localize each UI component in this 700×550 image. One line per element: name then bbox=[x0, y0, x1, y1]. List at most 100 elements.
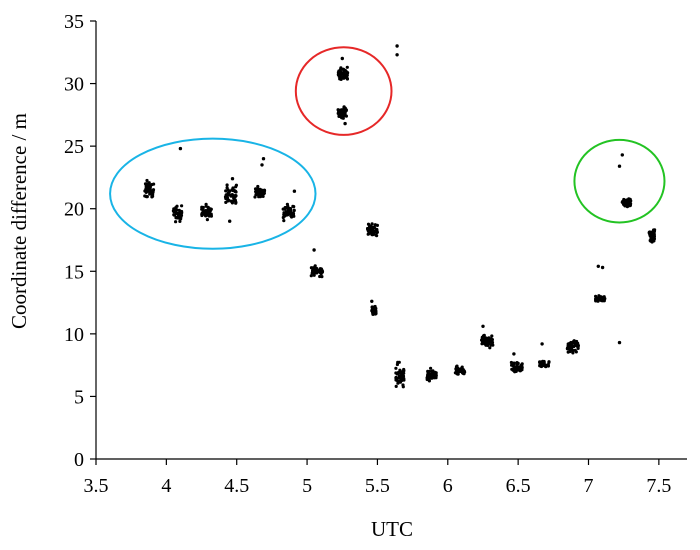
data-point bbox=[225, 183, 229, 187]
data-point bbox=[375, 230, 379, 234]
data-point bbox=[485, 340, 489, 345]
data-point bbox=[344, 73, 348, 77]
data-point bbox=[369, 224, 373, 228]
data-point bbox=[629, 202, 633, 206]
data-point bbox=[426, 372, 430, 377]
data-point bbox=[652, 232, 656, 236]
x-tick-label: 5 bbox=[302, 475, 312, 497]
data-point bbox=[178, 146, 183, 151]
data-point bbox=[366, 232, 370, 236]
data-point bbox=[512, 352, 516, 356]
data-point bbox=[371, 309, 375, 313]
data-point bbox=[262, 189, 267, 193]
data-point bbox=[398, 379, 402, 383]
data-point bbox=[282, 219, 286, 223]
data-point bbox=[253, 187, 258, 191]
data-point bbox=[338, 71, 342, 76]
data-point bbox=[594, 294, 598, 298]
data-point bbox=[513, 365, 517, 369]
y-axis-title: Coordinate difference / m bbox=[7, 113, 31, 329]
data-point bbox=[341, 67, 345, 71]
data-point bbox=[510, 363, 514, 367]
x-tick-label: 7.5 bbox=[646, 475, 671, 497]
data-point bbox=[455, 372, 459, 376]
data-point bbox=[620, 153, 624, 157]
x-tick-label: 4 bbox=[161, 475, 171, 497]
data-point bbox=[176, 211, 180, 215]
data-point bbox=[200, 211, 204, 215]
data-point bbox=[226, 199, 230, 203]
data-point bbox=[490, 340, 495, 345]
data-point bbox=[626, 198, 630, 202]
data-point bbox=[395, 362, 399, 367]
data-point bbox=[319, 272, 323, 276]
data-point bbox=[394, 371, 398, 375]
data-point bbox=[370, 305, 374, 309]
data-point bbox=[516, 365, 520, 369]
data-point bbox=[292, 189, 297, 193]
data-point bbox=[538, 364, 542, 368]
data-point bbox=[286, 213, 290, 217]
data-point bbox=[174, 220, 178, 224]
data-point bbox=[487, 336, 491, 340]
data-point bbox=[258, 195, 263, 199]
data-point bbox=[289, 207, 293, 211]
data-point bbox=[596, 296, 600, 300]
annotation-ellipse-1 bbox=[109, 137, 317, 250]
annotation-ellipse-2 bbox=[294, 46, 393, 136]
data-point bbox=[425, 377, 429, 382]
data-point bbox=[225, 196, 230, 200]
data-point bbox=[256, 184, 260, 189]
data-point bbox=[230, 193, 234, 197]
data-point bbox=[541, 359, 545, 363]
data-point bbox=[490, 334, 494, 338]
data-point bbox=[429, 366, 433, 370]
data-point bbox=[621, 199, 625, 203]
data-point bbox=[520, 367, 524, 372]
data-point bbox=[309, 274, 313, 278]
data-point bbox=[209, 213, 213, 217]
x-axis-title: UTC bbox=[371, 517, 413, 541]
y-tick-label: 10 bbox=[64, 324, 84, 346]
annotation-ellipses bbox=[109, 46, 666, 250]
data-point bbox=[342, 76, 346, 80]
data-point bbox=[432, 371, 436, 375]
data-point bbox=[292, 209, 296, 213]
data-point bbox=[226, 193, 230, 197]
data-point bbox=[566, 350, 570, 354]
data-point bbox=[231, 188, 235, 193]
data-point bbox=[366, 222, 371, 226]
data-point bbox=[319, 267, 323, 271]
data-point bbox=[544, 364, 548, 368]
data-point bbox=[455, 366, 459, 370]
data-point bbox=[286, 206, 290, 210]
data-point bbox=[224, 189, 228, 193]
data-point bbox=[317, 269, 321, 273]
data-point bbox=[602, 297, 606, 302]
data-point bbox=[396, 381, 400, 385]
x-tick-label: 5.5 bbox=[365, 475, 390, 497]
data-point bbox=[286, 208, 290, 212]
data-point bbox=[395, 44, 399, 48]
data-point bbox=[312, 248, 316, 252]
x-tick-label: 3.5 bbox=[84, 475, 109, 497]
data-point bbox=[144, 195, 149, 199]
x-tick-label: 7 bbox=[584, 475, 594, 497]
data-point bbox=[260, 163, 264, 167]
data-point bbox=[460, 365, 464, 369]
data-point bbox=[394, 384, 398, 388]
data-point bbox=[600, 265, 605, 270]
data-point bbox=[230, 201, 234, 205]
x-tick-label: 4.5 bbox=[224, 475, 249, 497]
data-point bbox=[203, 209, 207, 213]
data-point bbox=[208, 207, 212, 211]
data-point bbox=[145, 178, 149, 183]
data-point bbox=[402, 378, 406, 382]
data-point bbox=[151, 194, 155, 198]
data-point bbox=[283, 207, 287, 211]
data-point bbox=[339, 66, 343, 70]
data-point bbox=[370, 299, 374, 303]
data-point bbox=[345, 65, 349, 69]
data-point bbox=[339, 76, 343, 81]
